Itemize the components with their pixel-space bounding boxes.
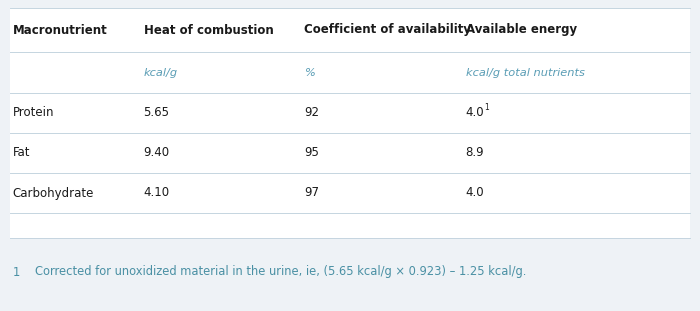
Text: 92: 92 — [304, 106, 319, 119]
Text: 97: 97 — [304, 187, 319, 199]
Text: Corrected for unoxidized material in the urine, ie, (5.65 kcal/g × 0.923) – 1.25: Corrected for unoxidized material in the… — [34, 266, 526, 278]
Text: 4.0: 4.0 — [466, 106, 484, 119]
Text: 5.65: 5.65 — [144, 106, 169, 119]
Text: Available energy: Available energy — [466, 24, 577, 36]
Text: 4.0: 4.0 — [466, 187, 484, 199]
Text: 1: 1 — [484, 103, 489, 112]
Text: Macronutrient: Macronutrient — [13, 24, 107, 36]
Text: 95: 95 — [304, 146, 319, 160]
Text: 4.10: 4.10 — [144, 187, 169, 199]
Text: Heat of combustion: Heat of combustion — [144, 24, 273, 36]
Text: Carbohydrate: Carbohydrate — [13, 187, 94, 199]
Text: 9.40: 9.40 — [144, 146, 169, 160]
Text: %: % — [304, 67, 315, 77]
Text: Coefficient of availability: Coefficient of availability — [304, 24, 472, 36]
Text: kcal/g: kcal/g — [144, 67, 178, 77]
Text: 8.9: 8.9 — [466, 146, 484, 160]
Text: Protein: Protein — [13, 106, 54, 119]
Text: 1: 1 — [13, 266, 20, 278]
Bar — [10, 8, 690, 238]
Text: Fat: Fat — [13, 146, 30, 160]
Text: kcal/g total nutrients: kcal/g total nutrients — [466, 67, 584, 77]
